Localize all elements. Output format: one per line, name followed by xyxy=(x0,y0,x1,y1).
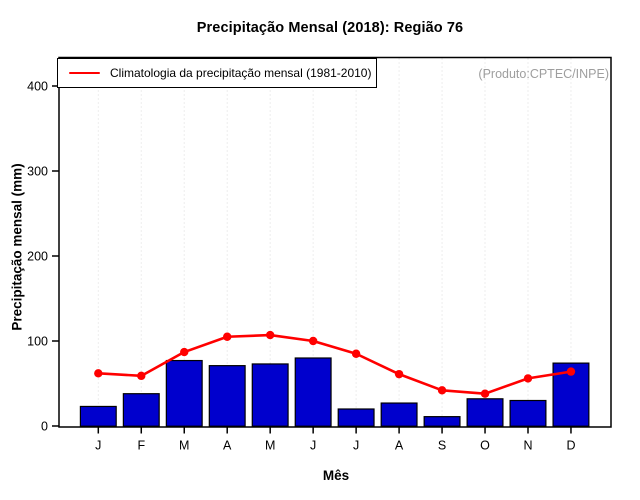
source-annotation: (Produto:CPTEC/INPE) xyxy=(478,67,609,81)
climatology-point-month-6 xyxy=(308,336,318,346)
climatology-point-month-3 xyxy=(180,347,189,357)
bar-month-8 xyxy=(380,402,418,427)
x-tick-label: A xyxy=(395,439,404,453)
climatology-point-month-8 xyxy=(394,369,404,379)
climatology-point-month-9 xyxy=(437,386,447,395)
x-tick-label: F xyxy=(137,439,145,453)
y-tick-label: 100 xyxy=(27,335,48,349)
y-tick-label: 300 xyxy=(27,165,48,179)
bar-month-2 xyxy=(122,393,160,427)
x-tick-label: D xyxy=(566,439,575,453)
x-tick-label: J xyxy=(95,439,101,453)
x-tick-label: S xyxy=(438,439,446,453)
plot-border xyxy=(58,56,612,428)
x-tick-label: J xyxy=(310,439,316,453)
bar-month-10 xyxy=(466,398,504,427)
y-tick-label: 200 xyxy=(27,250,48,264)
climatology-point-month-10 xyxy=(480,389,490,398)
climatology-point-month-2 xyxy=(137,371,146,381)
x-tick-label: J xyxy=(353,439,359,453)
climatology-point-month-11 xyxy=(523,374,533,383)
bar-month-7 xyxy=(337,408,375,427)
climatology-point-month-12 xyxy=(566,367,576,376)
climatology-point-month-7 xyxy=(351,349,361,358)
y-tick-label: 400 xyxy=(27,80,48,94)
climatology-point-month-5 xyxy=(265,330,275,340)
bar-month-5 xyxy=(251,363,289,427)
chart-title: Precipitação Mensal (2018): Região 76 xyxy=(196,20,464,36)
x-tick-label: N xyxy=(523,439,532,453)
x-axis-label: Mês xyxy=(322,468,350,483)
x-tick-label: M xyxy=(179,439,189,453)
legend-box: Climatologia da precipitação mensal (198… xyxy=(57,58,377,88)
bar-month-1 xyxy=(79,405,117,427)
legend-line-sample-icon xyxy=(69,72,100,74)
legend-label: Climatologia da precipitação mensal (198… xyxy=(110,66,372,80)
bar-month-6 xyxy=(294,357,332,427)
bar-month-9 xyxy=(423,416,461,427)
bar-month-3 xyxy=(165,359,203,427)
climatology-point-month-1 xyxy=(94,369,103,378)
x-tick-label: A xyxy=(223,439,232,453)
bar-month-11 xyxy=(509,399,547,427)
climatology-point-month-4 xyxy=(223,332,232,341)
y-axis-label: Precipitação mensal (mm) xyxy=(9,163,25,331)
climatology-line xyxy=(97,333,573,396)
x-tick-label: O xyxy=(480,439,490,453)
y-tick-label: 0 xyxy=(41,420,48,434)
bar-month-4 xyxy=(208,365,246,427)
x-tick-label: M xyxy=(265,439,275,453)
